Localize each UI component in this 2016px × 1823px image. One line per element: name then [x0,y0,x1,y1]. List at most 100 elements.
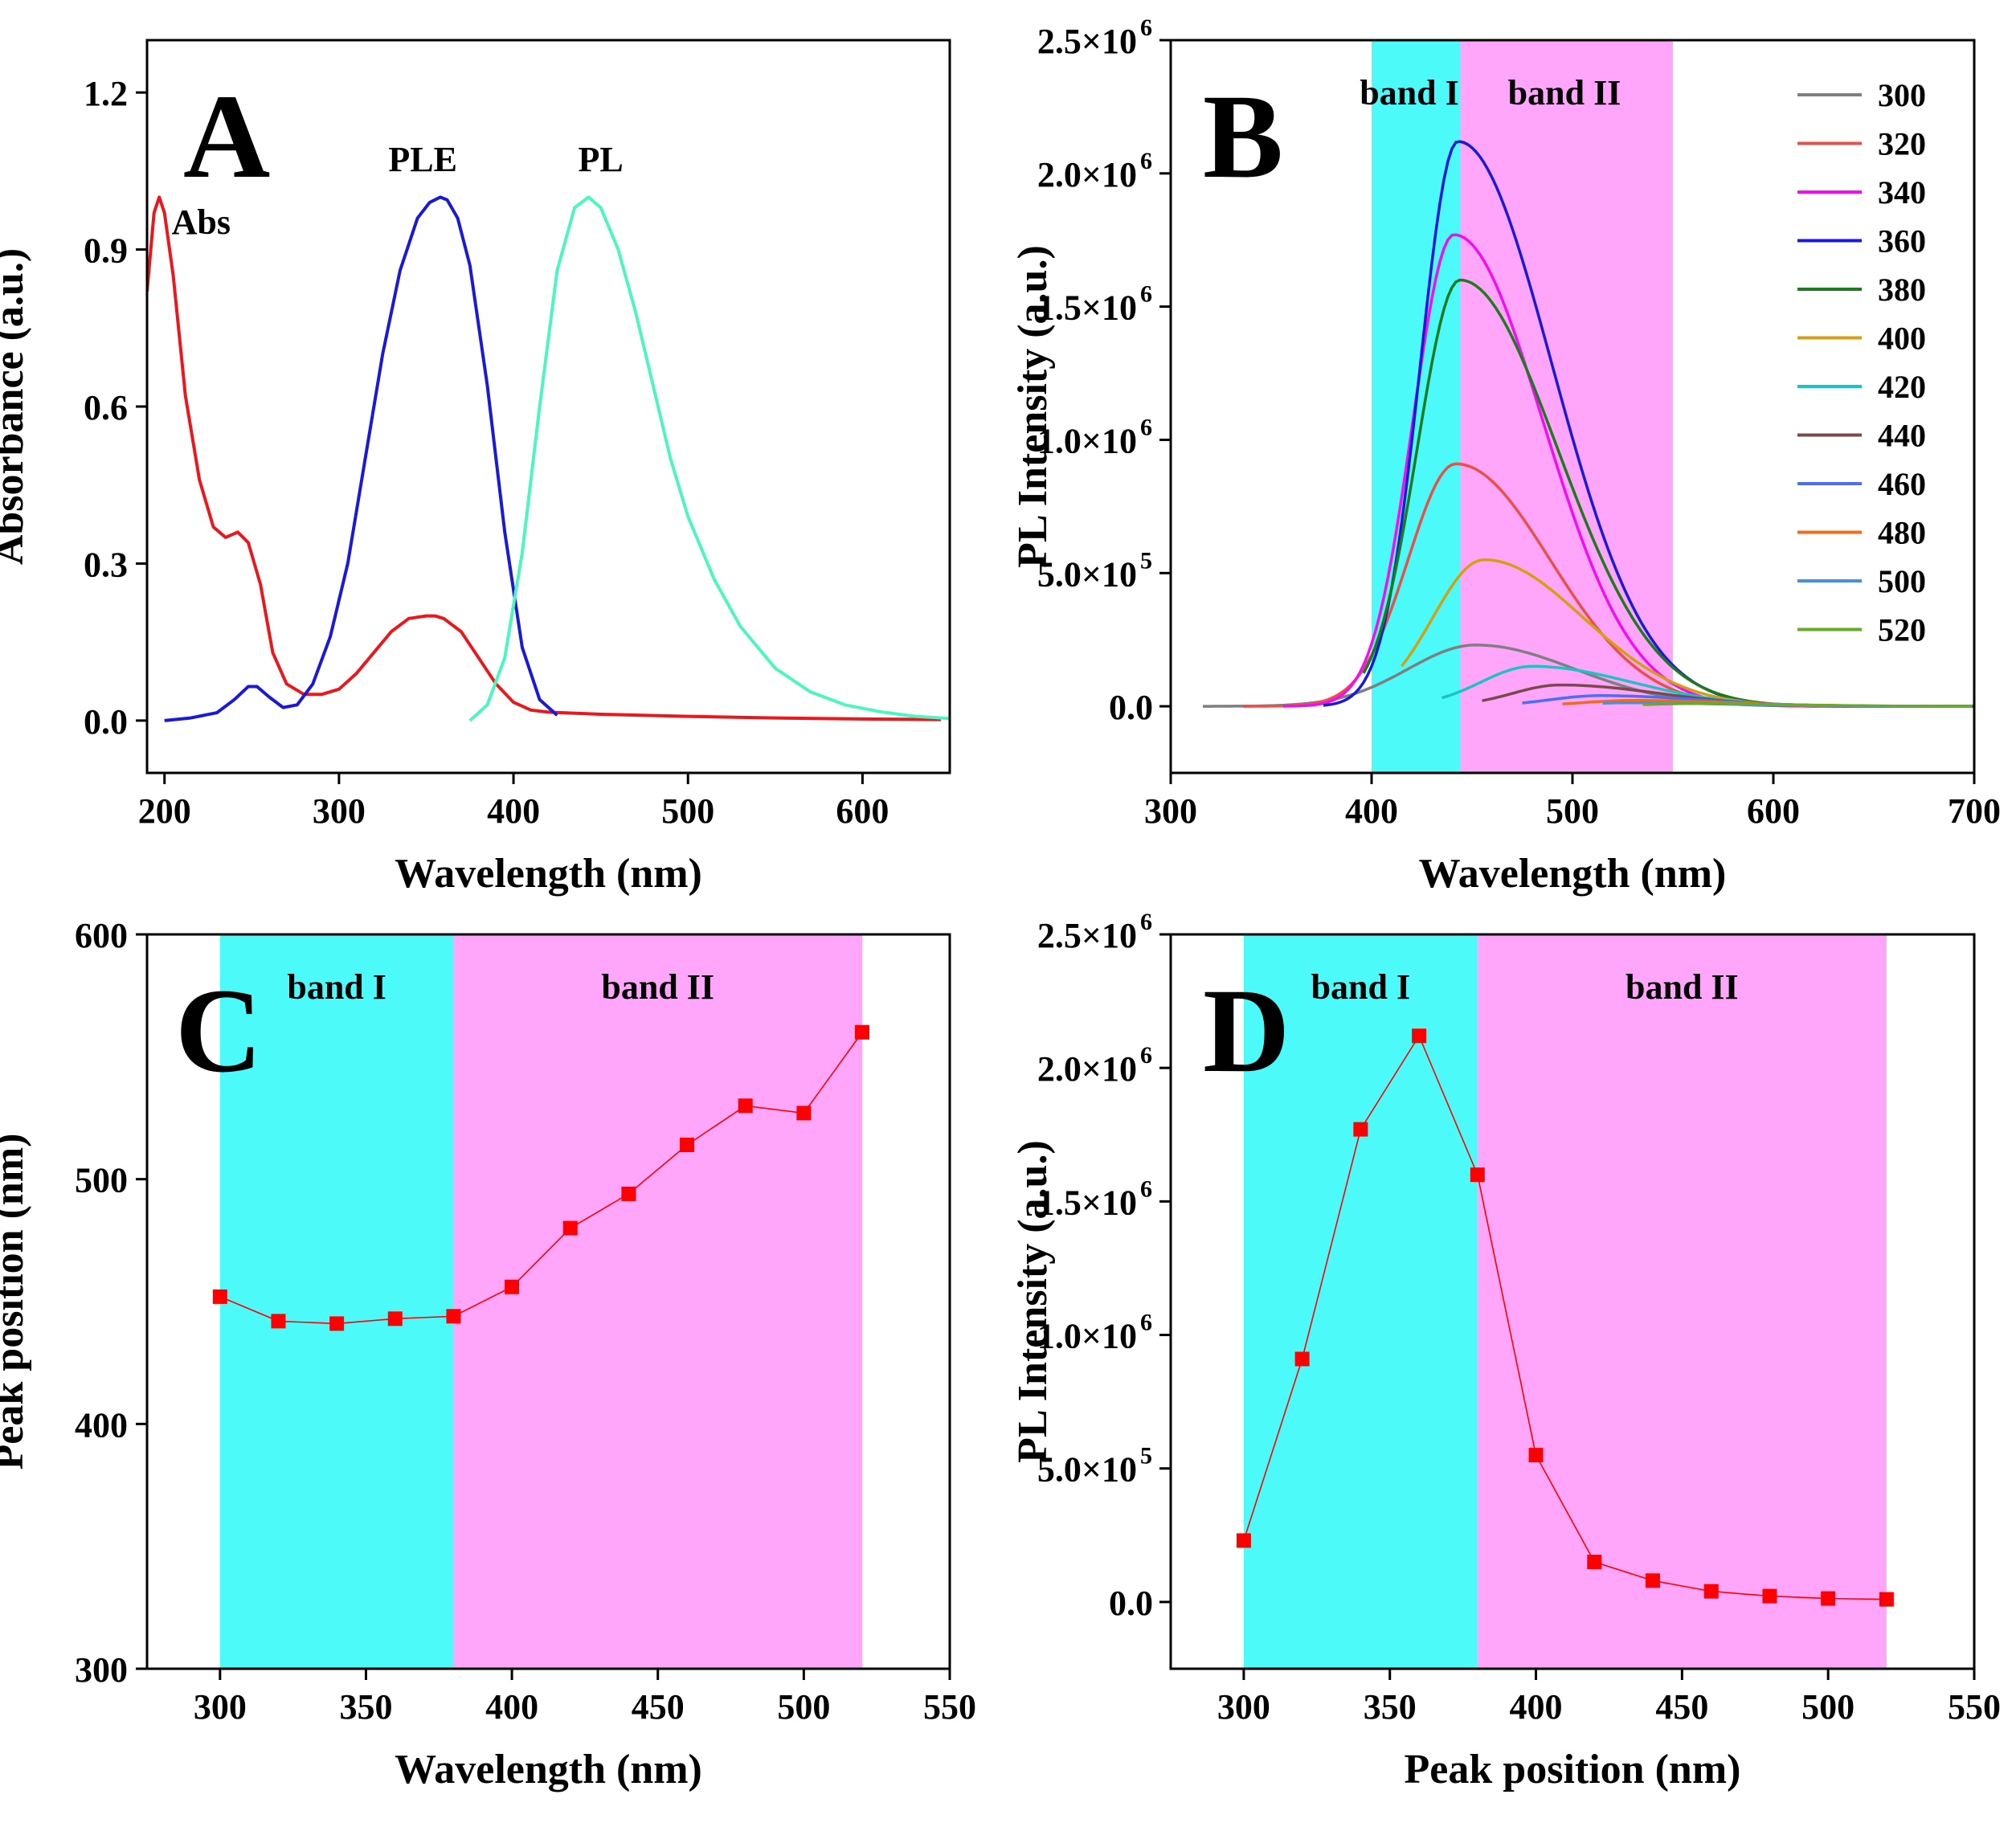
legend-label-500: 500 [1878,563,1926,599]
x-tick-label: 300 [1217,1687,1270,1727]
x-tick-label: 550 [1948,1687,2001,1727]
annotation-abs: Abs [172,202,231,242]
data-point-440 [621,1186,636,1201]
data-point-380 [446,1309,461,1324]
y-tick-label: 1.0×10 [1037,1317,1137,1356]
x-tick-label: 700 [1948,791,2001,831]
plot-area [219,1032,863,1325]
data-point-500 [796,1106,812,1121]
data-point-500 [1821,1591,1836,1606]
y-tick-exponent: 6 [1140,148,1152,174]
x-tick-label: 500 [661,791,714,831]
plot-frame [1169,933,1976,1670]
legend-label-420: 420 [1878,369,1926,405]
y-tick-label: 2.0×10 [1037,155,1137,194]
x-tick-label: 400 [1510,1687,1563,1727]
legend-label-360: 360 [1878,223,1926,260]
plot-frame [145,933,951,1670]
panel-b: band I band II 300 320 340 360 380 400 420 440 460… [1010,14,2001,897]
x-axis-label: Peak position (nm) [1405,1747,1741,1792]
series-520-line [1642,702,1973,708]
band-2-label: band II [1508,73,1621,112]
x-tick-label: 400 [487,791,540,831]
y-tick-label: 400 [75,1405,128,1445]
y-tick-label: 2.0×10 [1037,1049,1137,1089]
band-1-label: band I [1311,967,1411,1007]
data-point-340 [1353,1122,1368,1137]
x-tick-label: 200 [138,791,191,831]
data-point-360 [387,1311,403,1326]
x-tick-label: 300 [194,1687,247,1727]
y-tick-label: 500 [75,1161,128,1200]
x-axis-label: Wavelength (nm) [395,1747,702,1792]
y-tick-label: 1.0×10 [1037,421,1137,460]
y-tick-exponent: 6 [1140,14,1152,41]
band-1-label: band I [287,967,386,1007]
y-tick-label: 600 [75,916,128,955]
annotation-ple: PLE [388,140,457,179]
x-tick-label: 600 [836,791,889,831]
band-1-region [1243,934,1478,1669]
y-axis-label: PL Intensity (a.u.) [1010,1140,1056,1463]
x-tick-label: 400 [485,1687,538,1727]
y-tick-label: 1.2 [84,74,128,113]
legend-label-520: 520 [1878,612,1926,648]
y-tick-exponent: 6 [1140,1310,1152,1336]
y-axis-label: Peak position (nm) [0,1134,32,1470]
y-tick-label: 0.0 [84,702,128,742]
y-tick-exponent: 5 [1140,1443,1152,1469]
x-tick-label: 500 [777,1687,830,1727]
x-tick-label: 450 [1655,1687,1708,1727]
y-tick-exponent: 6 [1140,281,1152,308]
y-axis-label: PL Intensity (a.u.) [1010,245,1056,568]
panel-d: band I band II 300 350 400 450 500 550 0.0 5.0×10… [1010,909,2001,1792]
panel-letter-d: D [1203,964,1290,1097]
x-tick-label: 600 [1747,791,1800,831]
x-axis-label: Wavelength (nm) [1419,851,1727,897]
series-abs-line [147,195,942,721]
data-point-340 [329,1316,345,1331]
series-ple-line [164,195,558,722]
data-point-380 [1470,1167,1485,1183]
data-point-420 [562,1220,578,1236]
x-tick-label: 500 [1546,791,1599,831]
x-tick-label: 300 [1144,791,1197,831]
panel-a: Abs PLE PL 200 300 400 500 600 0.0 0.3 0.6 0.9 1.2 Wa… [0,39,951,897]
y-tick-label: 0.6 [84,388,128,427]
legend-label-460: 460 [1878,466,1926,502]
y-tick-exponent: 6 [1140,909,1152,935]
y-tick-exponent: 6 [1140,1042,1152,1069]
y-tick-label: 1.5×10 [1037,1183,1137,1222]
plot-area [1243,1034,1887,1600]
x-tick-label: 300 [313,791,366,831]
y-tick-label: 1.5×10 [1037,288,1137,328]
data-point-320 [271,1314,286,1329]
data-point-400 [1528,1448,1544,1463]
legend-label-380: 380 [1878,272,1926,308]
band-1-region [219,934,454,1669]
band-1-label: band I [1360,73,1459,112]
y-tick-label: 5.0×10 [1037,554,1137,594]
x-tick-label: 400 [1345,791,1398,831]
panel-letter-a: A [183,70,270,203]
legend-label-400: 400 [1878,321,1926,357]
data-point-360 [1412,1028,1427,1044]
legend-label-320: 320 [1878,126,1926,162]
data-point-520 [855,1024,870,1040]
legend-label-340: 340 [1878,174,1926,211]
plot-area [1203,140,1974,708]
data-point-520 [1879,1592,1894,1607]
band-2-label: band II [601,967,714,1007]
data-point-440 [1646,1573,1660,1588]
data-point-460 [1703,1584,1719,1599]
legend: 300 320 340 360 380 400 420 440 460 480 500 520 [1797,77,1926,648]
y-tick-label: 300 [75,1650,128,1690]
legend-label-300: 300 [1878,77,1926,113]
y-tick-label: 5.0×10 [1037,1450,1137,1490]
data-point-320 [1294,1351,1310,1367]
data-point-420 [1587,1555,1602,1570]
data-point-300 [212,1289,227,1304]
series-pl-line [468,195,950,722]
y-tick-exponent: 6 [1140,1175,1152,1202]
